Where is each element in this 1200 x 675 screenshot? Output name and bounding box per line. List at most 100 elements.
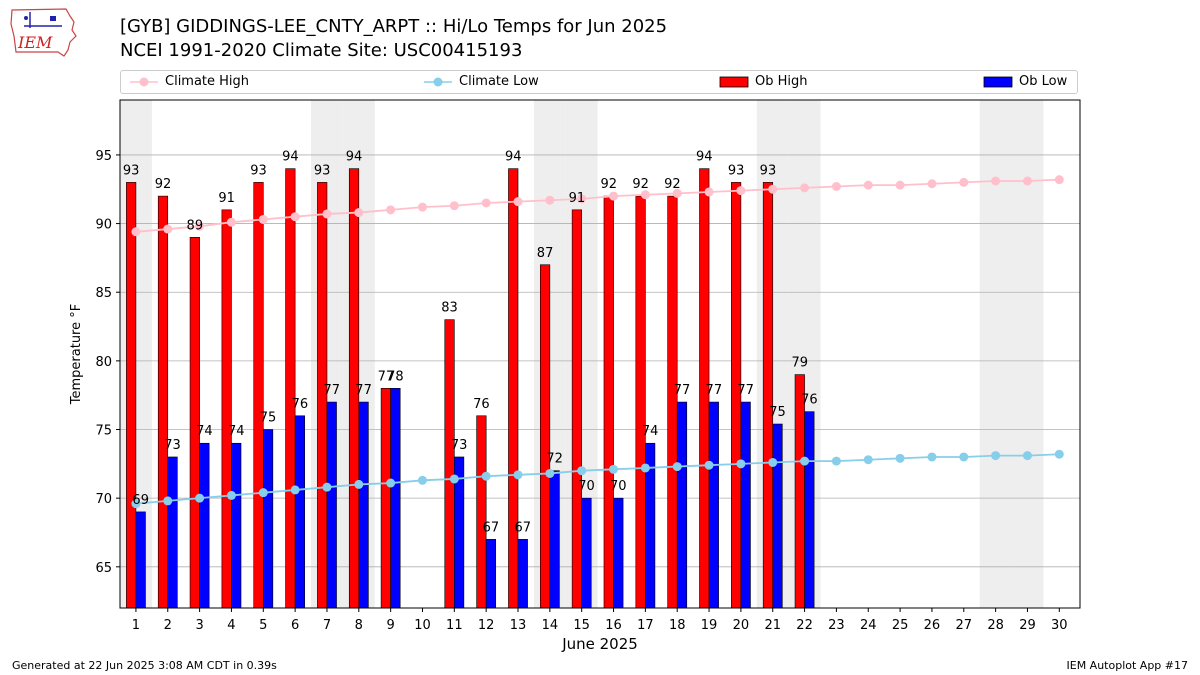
ob-high-label-day-20: 93 xyxy=(728,163,745,178)
climate-high-point-day-14 xyxy=(545,195,555,205)
ob-low-bar-day-20 xyxy=(740,401,751,609)
ob-low-label-day-2: 73 xyxy=(164,438,181,453)
ob-high-bar-day-13 xyxy=(508,168,519,609)
ob-high-label-day-14: 87 xyxy=(537,246,554,261)
ob-high-label-day-21: 93 xyxy=(760,163,777,178)
ob-low-bar-day-8 xyxy=(358,401,369,609)
x-tick-label-11: 11 xyxy=(446,618,463,633)
weekend-shade-day-29 xyxy=(1011,100,1044,608)
ob-high-label-day-19: 94 xyxy=(696,150,713,165)
iem-logo: IEM xyxy=(10,8,77,57)
legend: Climate High Climate Low Ob High Ob Low xyxy=(120,70,1078,94)
climate-high-point-day-19 xyxy=(704,187,714,197)
climate-low-point-day-15 xyxy=(577,466,587,476)
climate-low-point-day-4 xyxy=(226,490,236,500)
ob-low-bar-day-6 xyxy=(294,415,305,609)
climate-high-point-day-10 xyxy=(417,202,427,212)
ob-low-bar-day-13 xyxy=(517,539,528,609)
x-tick-label-29: 29 xyxy=(1019,618,1036,633)
x-tick-label-2: 2 xyxy=(164,618,172,633)
ob-high-label-day-16: 92 xyxy=(600,177,617,192)
y-tick-label-65: 65 xyxy=(95,561,112,576)
bar-value-labels: 93 92 89 91 93 94 93 94 77 83 76 94 87 91 92 92 92 94 93 93… xyxy=(123,150,818,536)
ob-high-bar-day-14 xyxy=(539,264,551,609)
chart-title: [GYB] GIDDINGS-LEE_CNTY_ARPT :: Hi/Lo Te… xyxy=(120,16,668,37)
climate-high-point-day-7 xyxy=(322,209,332,219)
x-tick-label-17: 17 xyxy=(637,618,654,633)
y-tick-label-75: 75 xyxy=(95,424,112,439)
climate-high-point-day-8 xyxy=(354,208,364,218)
ob-high-label-day-9: 77 xyxy=(378,369,395,384)
ob-low-label-day-3: 74 xyxy=(196,424,213,439)
ob-low-label-day-22: 76 xyxy=(801,393,818,408)
ob-low-bar-day-3 xyxy=(199,442,210,609)
climate-lines xyxy=(131,175,1064,509)
ob-low-bar-day-2 xyxy=(167,456,178,609)
climate-low-point-day-18 xyxy=(672,462,682,472)
ob-low-swatch-icon xyxy=(983,76,1013,87)
climate-low-point-day-9 xyxy=(386,478,396,488)
legend-label-ob-high: Ob High xyxy=(755,74,808,89)
climate-high-point-day-29 xyxy=(1022,176,1032,186)
ob-high-label-day-17: 92 xyxy=(632,177,649,192)
climate-low-point-day-6 xyxy=(290,485,300,495)
ob-high-label-day-7: 93 xyxy=(314,163,331,178)
climate-high-point-day-28 xyxy=(991,176,1001,186)
climate-low-point-day-17 xyxy=(640,463,650,473)
climate-low-point-day-10 xyxy=(417,475,427,485)
x-tick-label-18: 18 xyxy=(669,618,686,633)
ob-high-label-day-15: 91 xyxy=(569,191,586,206)
x-tick-label-28: 28 xyxy=(987,618,1004,633)
climate-low-point-day-27 xyxy=(959,452,969,462)
ob-low-label-day-16: 70 xyxy=(610,479,627,494)
ob-high-bar-day-9 xyxy=(380,388,391,609)
x-tick-label-24: 24 xyxy=(860,618,877,633)
climate-high-point-day-2 xyxy=(163,224,173,234)
legend-item-ob-low: Ob Low xyxy=(983,74,1067,89)
logo-text: IEM xyxy=(17,33,53,52)
ob-low-label-day-20: 77 xyxy=(737,383,754,398)
climate-high-point-day-4 xyxy=(226,217,236,227)
ob-high-label-day-5: 93 xyxy=(250,163,267,178)
climate-high-point-day-23 xyxy=(831,181,841,191)
climate-high-point-day-30 xyxy=(1054,175,1064,185)
climate-high-point-day-16 xyxy=(609,191,619,201)
ob-high-label-day-3: 89 xyxy=(187,218,204,233)
ob-low-label-day-15: 70 xyxy=(578,479,595,494)
y-tick-label-90: 90 xyxy=(95,218,112,233)
ob-low-label-day-6: 76 xyxy=(292,397,309,412)
climate-low-point-day-26 xyxy=(927,452,937,462)
ob-high-label-day-12: 76 xyxy=(473,397,490,412)
climate-high-point-day-25 xyxy=(895,180,905,190)
climate-low-point-day-29 xyxy=(1022,451,1032,461)
legend-label-climate-low: Climate Low xyxy=(459,74,539,89)
climate-high-point-day-11 xyxy=(449,201,459,211)
x-tick-label-4: 4 xyxy=(227,618,235,633)
x-tick-label-3: 3 xyxy=(195,618,203,633)
ob-high-bar-day-3 xyxy=(189,236,200,609)
climate-high-point-day-20 xyxy=(736,186,746,196)
ob-low-bar-day-16 xyxy=(613,497,624,609)
x-tick-label-25: 25 xyxy=(892,618,909,633)
ob-high-label-day-11: 83 xyxy=(441,301,458,316)
climate-high-point-day-12 xyxy=(481,198,491,208)
x-tick-label-13: 13 xyxy=(510,618,527,633)
ob-low-bar-day-5 xyxy=(262,429,274,609)
climate-low-point-day-24 xyxy=(863,455,873,465)
gridlines xyxy=(120,154,1080,568)
climate-high-point-day-9 xyxy=(386,205,396,215)
ob-high-bar-day-17 xyxy=(635,195,646,609)
ob-high-bar-day-6 xyxy=(285,168,296,609)
climate-high-point-day-17 xyxy=(640,190,650,200)
ob-high-label-day-1: 93 xyxy=(123,163,140,178)
climate-low-point-day-8 xyxy=(354,479,364,489)
ob-high-bar-day-21 xyxy=(762,182,774,609)
x-tick-label-14: 14 xyxy=(542,618,559,633)
climate-low-point-day-20 xyxy=(736,459,746,469)
chart-subtitle: NCEI 1991-2020 Climate Site: USC00415193 xyxy=(120,40,523,61)
ob-high-bar-day-4 xyxy=(221,209,232,609)
climate-high-point-day-5 xyxy=(258,214,268,224)
ob-high-label-day-6: 94 xyxy=(282,150,299,165)
climate-low-point-day-5 xyxy=(258,488,268,498)
x-tick-label-27: 27 xyxy=(956,618,973,633)
